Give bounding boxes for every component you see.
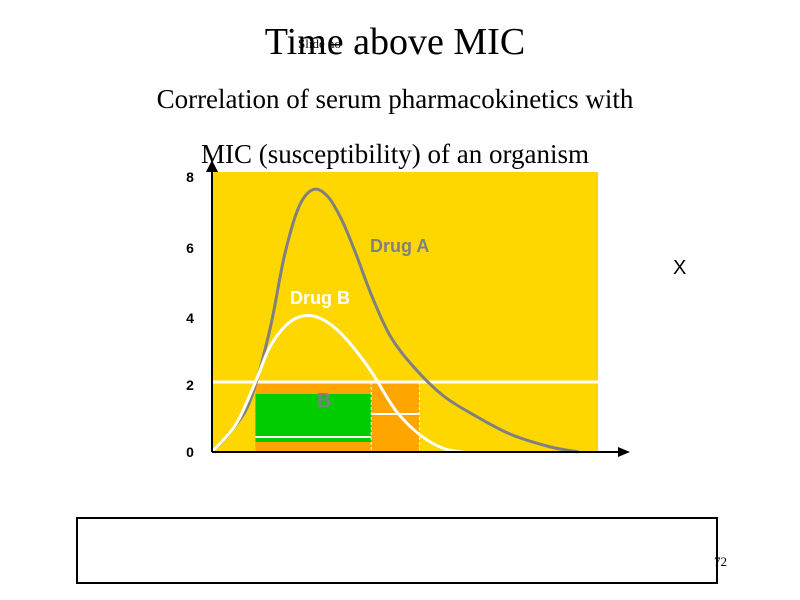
footer-box bbox=[76, 517, 718, 584]
chart-axes bbox=[206, 160, 630, 457]
concentration-curves bbox=[210, 187, 579, 454]
y-tick-label: 2 bbox=[186, 377, 194, 393]
side-mark: X bbox=[673, 257, 687, 279]
time-above-mic-region-drug-b bbox=[255, 394, 372, 442]
subtitle-line-1: Correlation of serum pharmacokinetics wi… bbox=[156, 84, 634, 114]
curve-drug-b bbox=[210, 314, 464, 454]
y-tick-label: 8 bbox=[186, 169, 194, 185]
y-tick-label: 6 bbox=[186, 240, 194, 256]
footer-label: Slide no bbox=[298, 36, 341, 51]
slide-title: Time above MIC bbox=[264, 21, 526, 63]
x-axis-arrow-icon bbox=[618, 447, 630, 457]
series-label-drug-b: Drug B bbox=[290, 288, 350, 308]
y-axis-arrow-icon bbox=[206, 160, 218, 172]
y-tick-label: 0 bbox=[186, 444, 194, 460]
page-number: 72 bbox=[714, 554, 727, 569]
y-tick-label: 4 bbox=[186, 310, 194, 326]
curve-drug-a bbox=[210, 187, 579, 454]
slide-subtitle: Correlation of serum pharmacokinetics wi… bbox=[0, 72, 790, 182]
y-tick-labels: 0 2 4 6 8 bbox=[186, 169, 194, 460]
subtitle-line-2: MIC (susceptibility) of an organism bbox=[201, 139, 589, 169]
region-label-b: B bbox=[317, 390, 331, 412]
series-label-drug-a: Drug A bbox=[370, 236, 429, 256]
time-above-mic-regions bbox=[255, 382, 420, 452]
